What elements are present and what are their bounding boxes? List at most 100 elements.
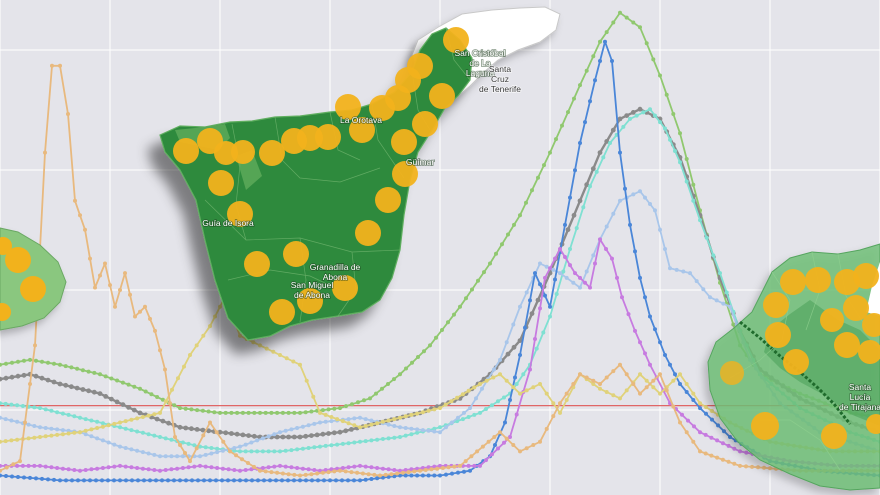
series-point <box>533 337 537 341</box>
series-point <box>681 269 686 274</box>
series-point <box>136 478 140 483</box>
series-point <box>138 309 142 314</box>
series-point <box>158 410 162 415</box>
series-point <box>89 418 94 423</box>
series-point <box>89 467 94 472</box>
series-point <box>15 463 20 468</box>
series-point <box>74 385 80 391</box>
series-point <box>653 113 657 118</box>
series-point <box>208 420 212 425</box>
series-point <box>583 120 587 125</box>
series-point <box>728 304 732 309</box>
series-point <box>450 471 454 476</box>
series-point <box>33 343 37 348</box>
series-point <box>310 478 314 483</box>
series-point <box>480 386 484 391</box>
series-point <box>95 426 100 430</box>
series-point <box>278 430 282 435</box>
series-point <box>170 387 174 392</box>
series-point <box>238 449 242 454</box>
series-point <box>524 200 528 205</box>
series-point <box>168 401 172 406</box>
series-point <box>502 440 506 445</box>
series-point <box>76 478 80 483</box>
series-point <box>158 454 162 459</box>
series-point <box>521 372 526 377</box>
series-point <box>651 57 656 62</box>
series-point <box>538 382 542 386</box>
series-point <box>578 372 582 377</box>
series-point <box>45 377 51 383</box>
series-point <box>584 375 589 380</box>
series-point <box>624 113 630 118</box>
series-point <box>435 466 440 471</box>
series-point <box>551 267 556 272</box>
series-point <box>103 394 109 399</box>
series-point <box>240 432 246 438</box>
series-point <box>611 20 616 25</box>
series-point <box>523 325 527 330</box>
series-point <box>286 472 291 477</box>
series-point <box>458 304 462 309</box>
series-point <box>584 269 589 274</box>
series-point <box>503 420 507 425</box>
series-point <box>368 396 372 401</box>
series-point <box>651 378 656 383</box>
series-point <box>704 411 708 416</box>
series-4 <box>0 39 880 483</box>
series-point <box>504 436 509 441</box>
series-point <box>106 423 111 428</box>
series-point <box>3 375 9 381</box>
series-point <box>638 275 642 280</box>
series-point <box>275 470 280 475</box>
series-point <box>32 463 37 468</box>
series-point <box>668 137 672 142</box>
series-point <box>604 247 608 251</box>
series-point <box>192 443 197 448</box>
series-point <box>352 440 357 445</box>
series-point <box>196 478 200 483</box>
series-point <box>597 150 603 156</box>
series-point <box>89 427 94 432</box>
incidence-bubble <box>783 349 809 375</box>
series-point <box>129 465 134 470</box>
series-point <box>154 416 160 422</box>
series-point <box>298 473 302 478</box>
series-point <box>154 478 158 483</box>
series-point <box>249 467 254 472</box>
series-point <box>118 478 122 483</box>
series-point <box>484 458 488 463</box>
series-point <box>478 382 482 386</box>
series-point <box>268 478 272 483</box>
series-point <box>698 406 702 411</box>
series-point <box>744 464 748 469</box>
series-point <box>160 418 166 424</box>
incidence-bubble <box>720 361 744 385</box>
series-point <box>564 275 569 280</box>
series-point <box>426 473 431 478</box>
series-point <box>633 249 637 254</box>
series-point <box>418 468 422 473</box>
series-point <box>10 360 14 365</box>
series-point <box>258 468 262 473</box>
series-point <box>409 467 414 472</box>
series-point <box>83 227 87 232</box>
series-point <box>560 123 564 128</box>
incidence-bubble <box>858 340 880 364</box>
series-point <box>432 429 437 434</box>
series-point <box>113 304 117 309</box>
incidence-bubble <box>429 83 455 109</box>
series-point <box>462 410 466 415</box>
series-point <box>346 465 351 470</box>
series-point <box>124 478 128 483</box>
series-point <box>369 438 374 443</box>
series-point <box>491 375 496 380</box>
series-point <box>234 431 240 437</box>
series-point <box>304 478 308 483</box>
series-point <box>691 398 696 402</box>
series-point <box>306 446 311 450</box>
series-point <box>350 402 354 407</box>
series-point <box>238 333 242 338</box>
series-point <box>412 469 417 474</box>
series-point <box>246 433 252 438</box>
